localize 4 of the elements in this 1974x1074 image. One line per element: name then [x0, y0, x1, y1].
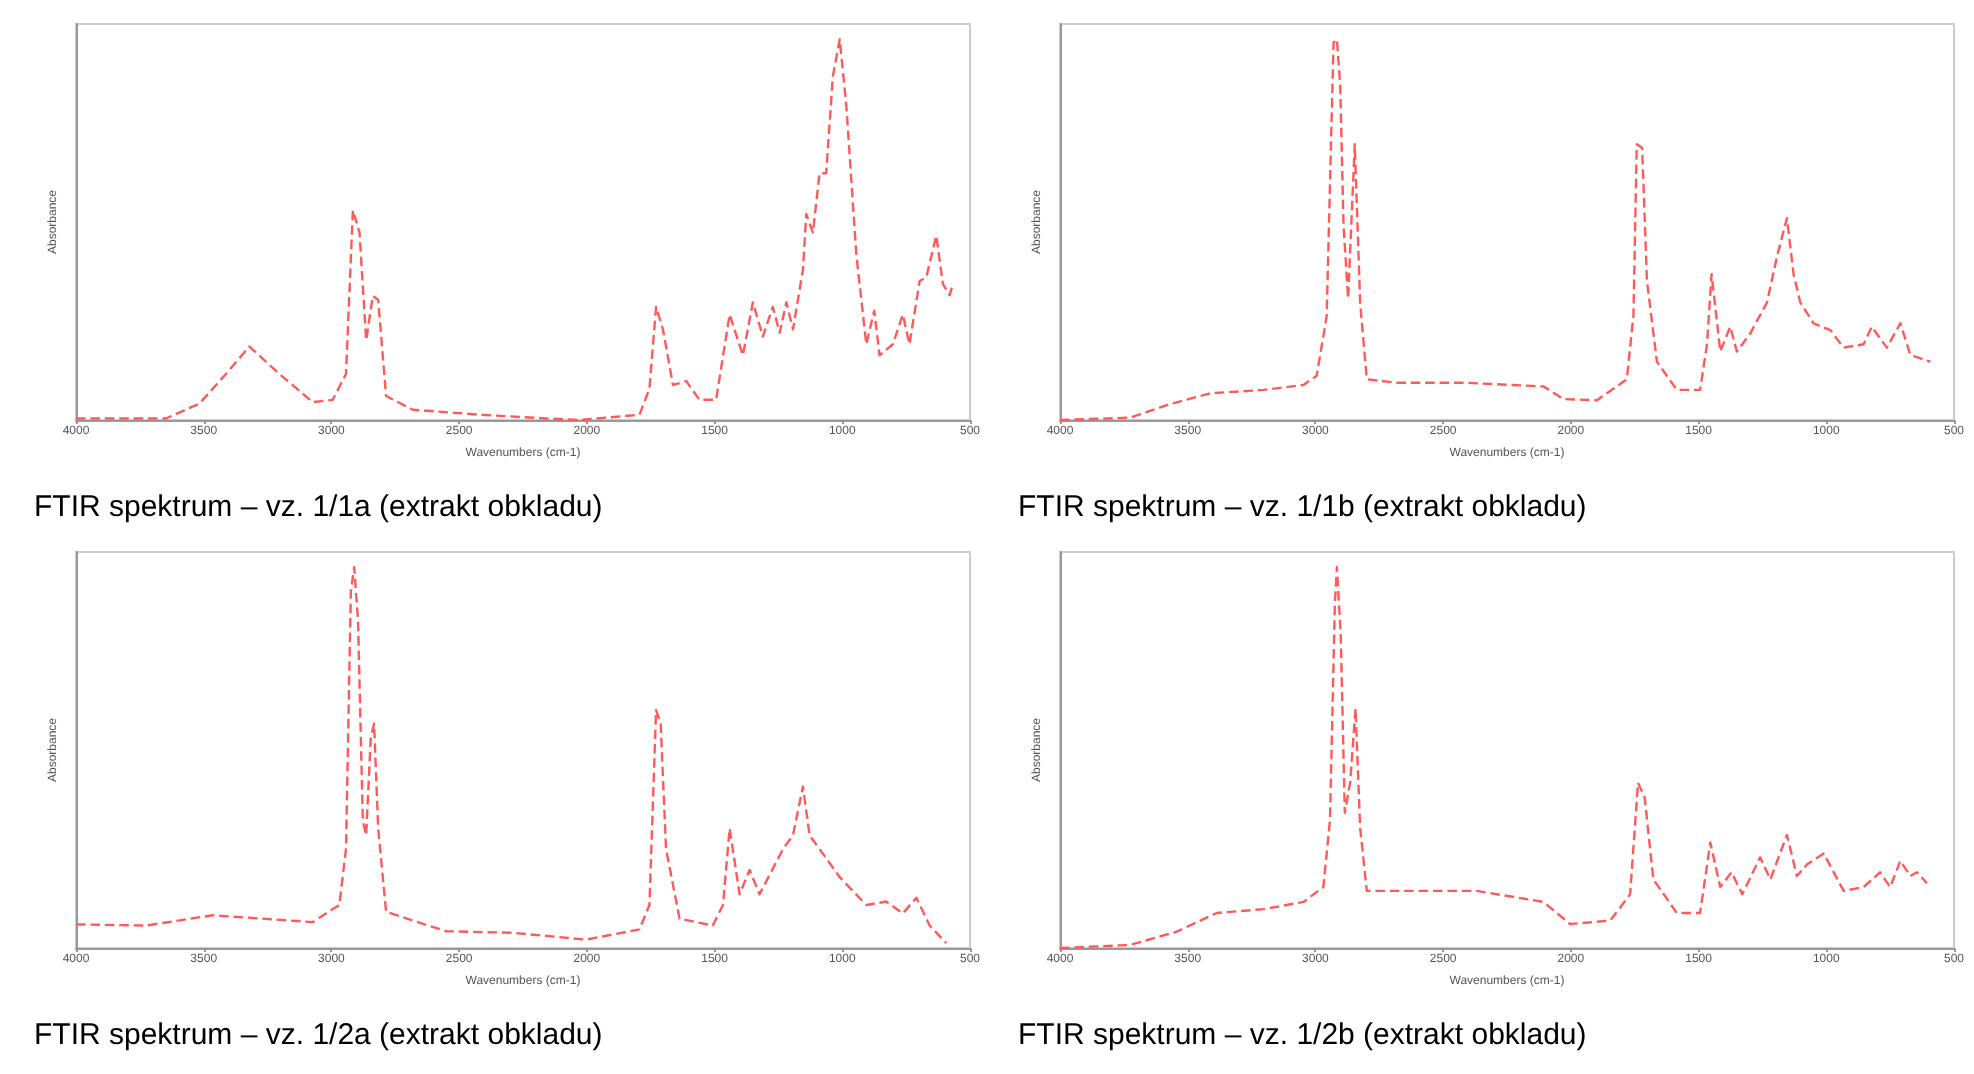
text: FTIR spektrum – vz. 1/1a (extrakt obkladu)	[34, 490, 603, 524]
text: FTIR spektrum – vz. 1/2a (extrakt obkladu)	[34, 1018, 603, 1052]
text: FTIR spektrum – vz. 1/2b (extrakt obkladu)	[1018, 1018, 1587, 1052]
text: FTIR spektrum – vz. 1/1b (extrakt obkladu)	[1018, 490, 1587, 524]
